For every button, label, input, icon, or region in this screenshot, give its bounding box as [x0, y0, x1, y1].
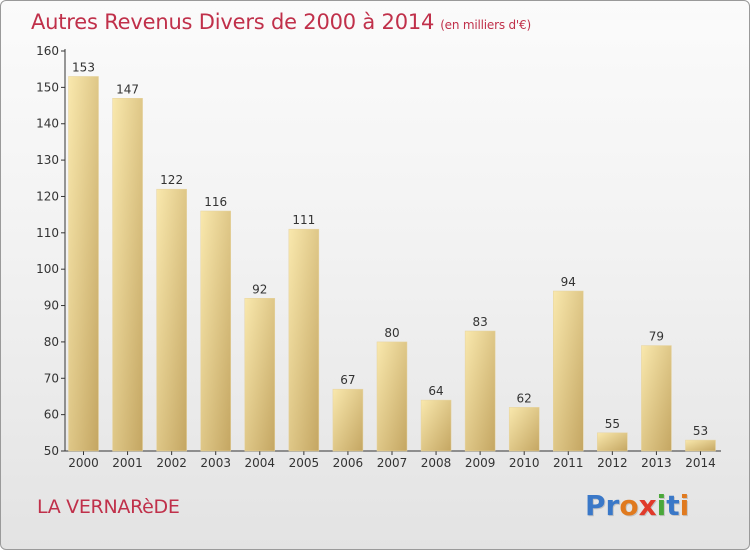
data-label: 111	[292, 213, 315, 227]
bar	[464, 330, 496, 452]
logo-letter: i	[679, 489, 690, 522]
data-label: 147	[116, 82, 139, 96]
y-tick-label: 150	[36, 80, 59, 94]
bar	[685, 439, 716, 452]
y-tick-label: 80	[44, 335, 59, 349]
y-tick-label: 130	[36, 153, 59, 167]
bar	[553, 290, 584, 452]
bar	[508, 407, 540, 452]
bar	[288, 228, 320, 452]
bar	[112, 98, 143, 452]
x-tick-label: 2014	[685, 456, 716, 470]
x-tick-label: 2012	[597, 456, 628, 470]
data-label: 122	[160, 173, 183, 187]
bar	[376, 341, 408, 452]
data-label: 94	[561, 275, 576, 289]
bar	[641, 345, 672, 452]
y-tick-label: 160	[36, 44, 59, 58]
place-name: LA VERNARèDE	[37, 496, 180, 518]
data-label: 116	[204, 195, 227, 209]
y-tick-label: 120	[36, 189, 59, 203]
data-label: 92	[252, 282, 267, 296]
proxiti-logo: Proxiti	[585, 489, 689, 522]
x-tick-label: 2010	[509, 456, 540, 470]
bar	[68, 76, 99, 452]
bars-group	[68, 76, 716, 452]
logo-letter: x	[638, 489, 657, 522]
chart-title: Autres Revenus Divers de 2000 à 2014 (en …	[31, 10, 531, 34]
y-tick-label: 110	[36, 226, 59, 240]
data-label: 80	[384, 326, 399, 340]
y-tick-label: 100	[36, 262, 59, 276]
x-tick-label: 2004	[245, 456, 276, 470]
x-tick-label: 2006	[333, 456, 364, 470]
logo-letter: o	[619, 489, 639, 522]
bar	[200, 210, 231, 452]
data-label: 67	[340, 373, 355, 387]
y-tick-label: 50	[44, 444, 59, 458]
data-label: 55	[605, 417, 620, 431]
y-tick-label: 60	[44, 408, 59, 422]
bar	[597, 432, 628, 452]
x-tick-label: 2003	[200, 456, 231, 470]
y-tick-label: 90	[44, 299, 59, 313]
x-tick-label: 2002	[156, 456, 187, 470]
logo-letter: t	[666, 489, 680, 522]
axes: 50 60 70 80 90 100 110 120 130 140 150 160 2000 2001 2…	[36, 44, 721, 470]
logo-letter: i	[656, 489, 667, 522]
y-tick-label: 140	[36, 117, 59, 131]
bar	[420, 399, 452, 452]
bar	[156, 188, 187, 452]
logo-letter: P	[585, 489, 606, 522]
data-label: 64	[428, 384, 443, 398]
data-labels-group: 153 147 122 116 92 111 67 80 64 83 62 94 55 79 53	[72, 60, 708, 438]
logo-letter: r	[605, 489, 620, 522]
data-label: 83	[472, 315, 487, 329]
title-text: Autres Revenus Divers de 2000 à 2014	[31, 10, 435, 34]
x-tick-label: 2009	[465, 456, 496, 470]
data-label: 62	[517, 391, 532, 405]
data-label: 153	[72, 60, 95, 74]
x-tick-label: 2013	[641, 456, 672, 470]
x-tick-label: 2000	[68, 456, 99, 470]
y-tick-label: 70	[44, 371, 59, 385]
x-tick-label: 2011	[553, 456, 584, 470]
bar	[244, 298, 276, 452]
data-label: 53	[693, 424, 708, 438]
title-unit: (en milliers d'€)	[440, 18, 531, 32]
x-tick-label: 2008	[421, 456, 452, 470]
x-tick-label: 2007	[377, 456, 408, 470]
x-tick-label: 2001	[112, 456, 143, 470]
x-tick-label: 2005	[289, 456, 320, 470]
data-label: 79	[649, 330, 664, 344]
bar	[332, 388, 364, 452]
